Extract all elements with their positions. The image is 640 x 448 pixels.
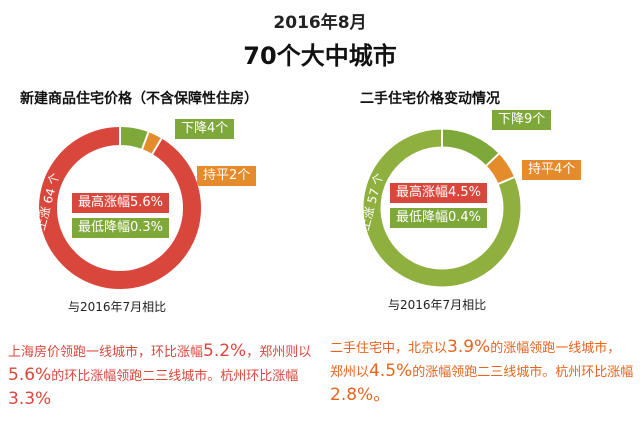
- donut-slice-上涨: [363, 129, 521, 287]
- note-highlight: 3.9%: [447, 337, 491, 357]
- page-title: 70个大中城市: [243, 42, 397, 70]
- right-stat-min: 最低降幅0.4%: [390, 208, 488, 228]
- left-callout-flat: 持平2个: [197, 166, 257, 186]
- donut-separator: [150, 137, 163, 156]
- note-highlight: 4.5%: [369, 361, 413, 381]
- donut-separator: [497, 175, 516, 186]
- right-chart-title: 二手住宅价格变动情况: [360, 91, 500, 107]
- right-analysis-note: 二手住宅中，北京以3.9%的涨幅领跑一线城市， 郑州以4.5%的涨幅领跑二三线城…: [330, 336, 635, 408]
- left-stat-min: 最低降幅0.3%: [72, 218, 170, 238]
- donut-separator: [140, 130, 150, 151]
- right-callout-decline: 下降9个: [492, 110, 552, 130]
- donut-slice-持平: [486, 153, 515, 185]
- report-date: 2016年8月: [273, 13, 367, 33]
- note-highlight: 3.3%: [8, 389, 52, 409]
- left-analysis-note: 上海房价领跑一线城市，环比涨幅5.2%，郑州则以 5.6%的环比涨幅领跑二三线城…: [8, 340, 318, 412]
- donut-slice-持平: [141, 132, 162, 155]
- right-donut-chart: 上涨 57 个: [356, 128, 521, 287]
- donut-separator: [485, 152, 501, 167]
- left-note-line-1: 上海房价领跑一线城市，环比涨幅5.2%，郑州则以: [8, 341, 312, 361]
- note-highlight: 5.6%: [8, 365, 52, 385]
- left-chart-title: 新建商品住宅价格（不含保障性住房）: [20, 91, 258, 107]
- right-callout-flat: 持平4个: [522, 160, 582, 180]
- left-compare-note: 与2016年7月相比: [68, 300, 167, 314]
- donut-slice-下降: [441, 129, 499, 166]
- right-stat-max: 最高涨幅4.5%: [390, 183, 488, 203]
- right-compare-note: 与2016年7月相比: [388, 298, 487, 312]
- right-note-line-1: 二手住宅中，北京以3.9%的涨幅领跑一线城市，: [330, 337, 621, 357]
- donut-slice-下降: [119, 127, 149, 150]
- note-highlight: 5.2%: [203, 341, 247, 361]
- donut-slice-上涨: [39, 127, 201, 289]
- left-note-line-2: 5.6%的环比涨幅领跑二三线城市。杭州环比涨幅3.3%: [8, 365, 299, 409]
- left-callout-decline: 下降4个: [175, 119, 235, 139]
- note-highlight: 2.8%。: [330, 385, 391, 405]
- left-donut-chart: 上涨 64 个: [32, 126, 201, 289]
- right-note-line-3: 2.8%。: [330, 384, 635, 408]
- left-stat-max: 最高涨幅5.6%: [72, 193, 170, 213]
- right-note-line-2: 郑州以4.5%的涨幅领跑二三线城市。杭州环比涨幅: [330, 361, 634, 381]
